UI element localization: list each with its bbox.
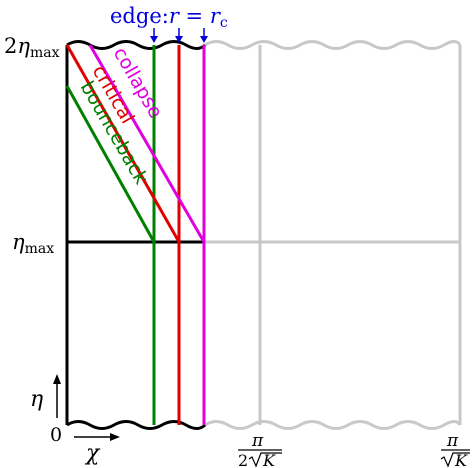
ghost-region [204, 40, 462, 430]
trajectory-critical [65, 44, 181, 425]
edge-annotation: edge:r = rc [110, 4, 228, 43]
y-tick-eta-max: ηmax [12, 230, 54, 257]
two-eta-sub: max [30, 45, 60, 61]
edge-equals: = [179, 4, 210, 28]
y-tick-two-eta-max: 2ηmax [4, 34, 60, 61]
frame-bottom-wavy-edge [66, 420, 207, 430]
ghost-bottom-wavy-edge [204, 420, 462, 430]
edge-label: edge:r = rc [110, 4, 228, 31]
edge-arrowhead-collapse [200, 36, 208, 43]
edge-arrowhead-bounceback [150, 36, 158, 43]
chi-axis-arrow: χ [74, 433, 120, 466]
edge-prefix: edge: [110, 4, 169, 28]
ghost-top-wavy-edge [204, 40, 462, 50]
eta-arrow-head [53, 374, 61, 384]
x-tick-half-den-var: K [262, 451, 276, 468]
trajectory-bounceback [65, 45, 156, 425]
bounceback-diagonal [65, 85, 156, 243]
x-tick-full-den-var: K [454, 451, 468, 468]
eta-axis-arrow: η [30, 374, 61, 418]
x-tick-half-sqrt-sign [248, 452, 282, 468]
x-tick-half-den-coef: 2 [238, 451, 248, 468]
eta-axis-label: η [30, 387, 43, 412]
edge-rc-sub: c [220, 15, 228, 31]
x-tick-full-sqrt-sign [440, 452, 470, 468]
two-eta-coef: 2 [4, 34, 17, 58]
eta-max-sub: max [25, 241, 55, 257]
eta-max-sym: η [12, 230, 25, 254]
edge-r: r [169, 4, 181, 28]
chi-arrow-head [110, 433, 120, 441]
x-tick-full: π K [440, 431, 470, 468]
y-tick-zero: 0 [50, 424, 62, 446]
collapse-diagonal [88, 44, 206, 243]
edge-rc: r [210, 4, 222, 28]
frame-top-wavy-edge [66, 40, 207, 50]
x-tick-full-numerator: π [446, 431, 459, 451]
trajectory-collapse [88, 44, 206, 425]
critical-diagonal [65, 44, 181, 243]
chi-axis-label: χ [84, 441, 101, 466]
x-tick-half: π 2 K [238, 431, 282, 468]
edge-arrows [150, 28, 208, 43]
x-tick-half-numerator: π [251, 431, 264, 451]
two-eta-sym: η [17, 34, 30, 58]
edge-arrowhead-critical [175, 36, 183, 43]
